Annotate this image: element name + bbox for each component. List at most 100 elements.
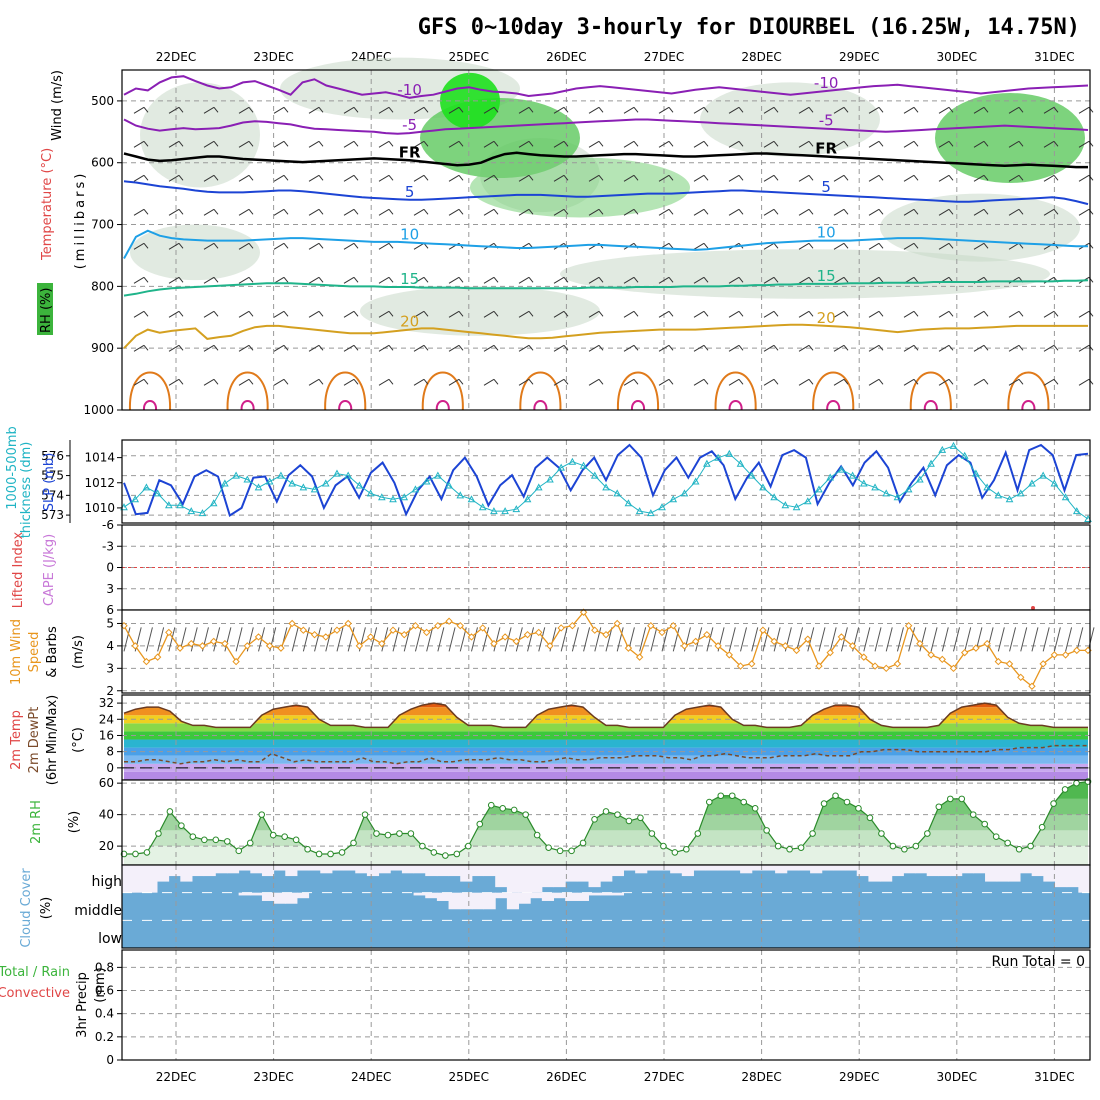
wind-speed-point bbox=[972, 644, 980, 652]
thickness-point bbox=[198, 509, 207, 517]
wind-barb bbox=[504, 627, 512, 652]
wind-barb bbox=[518, 378, 530, 386]
cloud-bar-high bbox=[506, 865, 520, 893]
y-tick-label: 0.4 bbox=[95, 1007, 114, 1021]
rh-band bbox=[124, 830, 1088, 847]
wind-barb-flag bbox=[808, 242, 814, 249]
wind-speed-point bbox=[658, 628, 666, 637]
precip-panel: 0 0.2 0.4 0.6 0.8 bbox=[95, 949, 1091, 1067]
cloud-bar-middle bbox=[460, 892, 473, 910]
wind-barb bbox=[763, 378, 775, 386]
wind-speed-point bbox=[1050, 651, 1059, 659]
cloud-bar-high bbox=[670, 865, 683, 874]
wind-barb-flag bbox=[178, 208, 184, 215]
wind-barb bbox=[483, 208, 495, 216]
y-tick-label: 24 bbox=[99, 712, 114, 726]
wind-barb bbox=[203, 140, 215, 148]
wind-barb-flag bbox=[948, 140, 954, 147]
cloud-bar-high bbox=[635, 865, 648, 874]
wind-speed-point bbox=[344, 619, 352, 628]
wind-barb-flag bbox=[808, 276, 814, 283]
rh-point bbox=[935, 803, 943, 811]
thickness-point bbox=[209, 499, 218, 507]
cloud-bar-high bbox=[530, 865, 543, 893]
wind-barb bbox=[483, 378, 495, 386]
wind-barb bbox=[343, 242, 355, 250]
thickness-point bbox=[344, 471, 353, 479]
wind-barb-flag bbox=[983, 140, 989, 147]
wind-barb bbox=[798, 106, 810, 114]
wind-barb bbox=[623, 344, 635, 352]
cloud-bar-middle bbox=[296, 892, 310, 899]
rh-point bbox=[763, 827, 770, 834]
wind-speed-point bbox=[165, 628, 173, 637]
wind-barb-flag bbox=[738, 276, 744, 283]
wind-barb bbox=[133, 344, 145, 352]
isotherm-30 bbox=[728, 400, 743, 411]
wind-speed-point bbox=[871, 662, 879, 670]
rh-point bbox=[751, 805, 759, 812]
thickness-point bbox=[669, 495, 678, 503]
wind-barb-flag bbox=[808, 140, 814, 147]
wind10m-panel-bg bbox=[122, 610, 1090, 693]
wind-barb-flag bbox=[353, 242, 359, 249]
wind-barb-flag bbox=[318, 276, 324, 283]
wind-speed-point bbox=[1028, 682, 1036, 690]
wind-barb-flag bbox=[178, 310, 184, 317]
isotherm-label: -10 bbox=[814, 74, 839, 92]
temp-line bbox=[123, 702, 1088, 729]
wind-barb bbox=[938, 378, 950, 386]
thickness-point bbox=[277, 471, 285, 479]
cloud-bar-high bbox=[751, 865, 764, 871]
wind-barb-flag bbox=[633, 310, 639, 317]
cloud-bar-middle bbox=[273, 892, 286, 904]
wind-barb-flag bbox=[353, 276, 359, 283]
rh-point bbox=[258, 811, 266, 818]
rh-point bbox=[464, 842, 472, 850]
isotherm-30 bbox=[826, 400, 841, 411]
wind-barb-flag bbox=[948, 174, 954, 181]
wind-barb bbox=[413, 174, 425, 182]
isotherm-label: 20 bbox=[400, 313, 419, 331]
wind-barb bbox=[273, 242, 285, 250]
cloud-bar-middle bbox=[261, 892, 275, 901]
thickness-point bbox=[321, 479, 330, 487]
wind-speed-point bbox=[535, 628, 543, 637]
wind-barb bbox=[314, 627, 322, 652]
wind-barb-flag bbox=[703, 242, 709, 249]
wind-barb bbox=[706, 627, 714, 652]
wind-barb bbox=[1008, 242, 1020, 250]
wind-barb bbox=[986, 627, 994, 652]
rh-shading bbox=[700, 82, 880, 157]
wind-barb bbox=[378, 276, 390, 284]
bottom-date-label: 31DEC bbox=[1034, 1070, 1074, 1084]
isotherm-30 bbox=[338, 400, 353, 411]
wind-barb bbox=[238, 310, 250, 318]
wind-speed-point bbox=[557, 624, 565, 632]
wind-barb-flag bbox=[773, 174, 779, 181]
thickness-tick-label: 573 bbox=[41, 508, 64, 522]
rh-point bbox=[648, 830, 656, 837]
cloud-bar-middle bbox=[425, 892, 438, 899]
wind-barb-flag bbox=[528, 310, 534, 317]
bottom-date-label: 23DEC bbox=[253, 1070, 293, 1084]
wind-barb bbox=[482, 627, 490, 652]
wind-barb-flag bbox=[353, 174, 359, 181]
temp-band bbox=[124, 771, 1088, 780]
wind-barb bbox=[1008, 174, 1020, 182]
precip-panel-bg bbox=[122, 950, 1090, 1060]
wind-barb-flag bbox=[738, 140, 744, 147]
wind-barb-flag bbox=[738, 208, 744, 215]
wind-barb bbox=[728, 310, 740, 318]
wind-barb-flag bbox=[388, 378, 394, 385]
wind-barb-flag bbox=[1053, 174, 1059, 181]
temp-band bbox=[124, 747, 1088, 756]
wind-barb-flag bbox=[283, 174, 289, 181]
wind-barb-flag bbox=[598, 310, 604, 317]
rh-point bbox=[637, 814, 644, 822]
rh2m-panel: 20 40 60 bbox=[99, 776, 1092, 866]
wind-speed-point bbox=[994, 657, 1003, 666]
rh-point bbox=[338, 849, 346, 856]
wind-barb bbox=[1008, 344, 1020, 352]
wind-speed-point bbox=[591, 626, 599, 634]
